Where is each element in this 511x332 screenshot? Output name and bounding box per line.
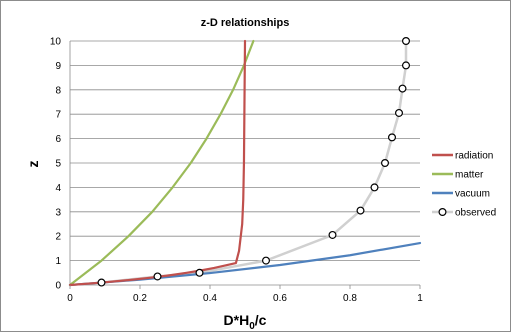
y-tick-label: 2	[55, 232, 61, 243]
x-axis-ticks: 0 0.2 0.4 0.6 0.8 1	[67, 285, 423, 304]
series-line-radiation	[68, 39, 247, 287]
chart-title: z-D relationships	[201, 17, 290, 29]
legend-label-vacuum: vacuum	[455, 189, 490, 200]
observed-point	[356, 206, 365, 215]
observed-point	[370, 183, 379, 192]
x-axis-title-subscript: 0	[249, 321, 255, 332]
observed-point	[402, 61, 411, 70]
y-tick-label: 0	[55, 281, 61, 292]
observed-point	[262, 256, 271, 265]
x-axis-title-tail: /c	[255, 312, 267, 328]
x-tick-label: 0.4	[203, 293, 217, 304]
x-tick-label: 0	[67, 293, 73, 304]
observed-point	[402, 36, 411, 45]
y-tick-label: 7	[55, 110, 61, 121]
y-tick-label: 4	[55, 183, 61, 194]
observed-point	[398, 84, 407, 93]
x-axis-title: D*H0/c	[224, 312, 267, 332]
observed-point	[97, 278, 106, 287]
y-tick-label: 10	[50, 37, 62, 48]
legend-label-radiation: radiation	[455, 151, 493, 162]
observed-point	[328, 230, 337, 239]
x-axis-title-main: D*H	[224, 312, 250, 328]
legend-label-matter: matter	[455, 170, 484, 181]
y-tick-label: 1	[55, 256, 61, 267]
y-tick-label: 3	[55, 207, 61, 218]
x-tick-label: 0.8	[343, 293, 357, 304]
y-tick-label: 5	[55, 159, 61, 170]
observed-point	[195, 268, 204, 277]
x-tick-label: 1	[417, 293, 423, 304]
y-tick-label: 8	[55, 85, 61, 96]
y-tick-label: 6	[55, 134, 61, 145]
series-layer	[68, 36, 422, 287]
legend-marker-observed	[438, 208, 447, 217]
x-tick-label: 0.6	[273, 293, 287, 304]
y-axis-title: z	[25, 161, 41, 168]
observed-point	[388, 133, 397, 142]
y-tick-label: 9	[55, 61, 61, 72]
legend: radiation matter vacuum observed	[432, 151, 496, 219]
y-axis-ticks: 0 1 2 3 4 5 6 7 8 9 10	[50, 37, 62, 292]
observed-point	[153, 272, 162, 281]
observed-point	[395, 108, 404, 117]
series-line-matter	[68, 39, 255, 287]
observed-point	[381, 159, 390, 168]
legend-label-observed: observed	[455, 208, 496, 219]
x-tick-label: 0.2	[133, 293, 147, 304]
